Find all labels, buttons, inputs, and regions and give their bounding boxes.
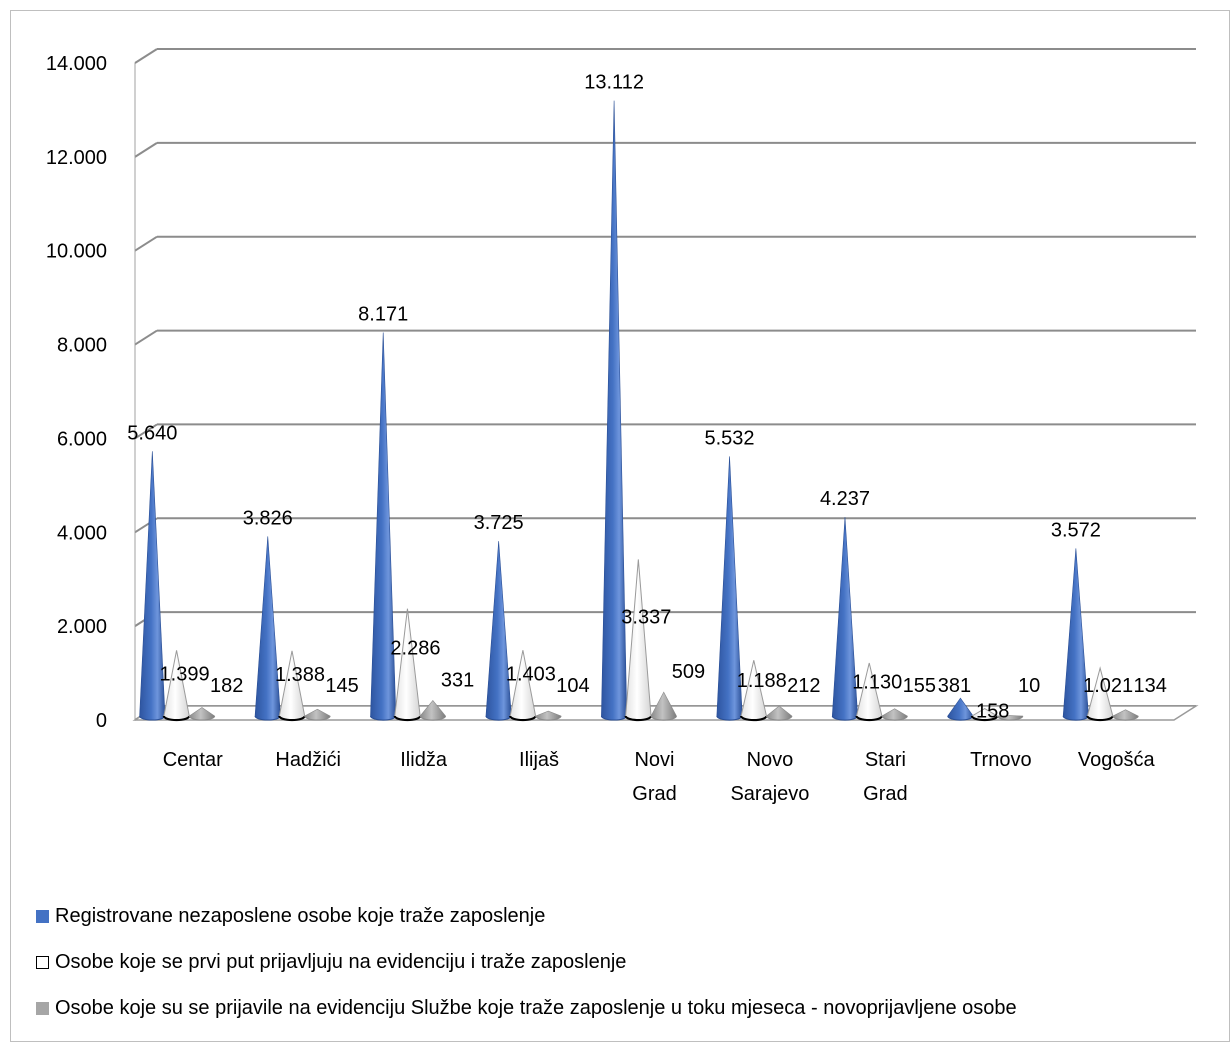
data-label: 155 — [903, 675, 936, 697]
category-label: Novi — [634, 749, 674, 771]
data-label: 331 — [441, 669, 474, 691]
data-label: 1.403 — [506, 664, 556, 686]
y-tick-label: 4.000 — [57, 522, 107, 544]
data-label: 158 — [976, 700, 1009, 722]
cone-base — [535, 715, 562, 721]
cone-base — [162, 715, 191, 722]
data-label: 1.130 — [852, 672, 902, 694]
category-label: Novo — [747, 749, 794, 771]
y-tick-label: 6.000 — [57, 428, 107, 450]
legend-swatch — [36, 956, 49, 969]
y-tick-label: 14.000 — [46, 53, 107, 75]
cone-base — [304, 715, 331, 721]
data-label: 1.188 — [737, 670, 787, 692]
category-label: Grad — [632, 783, 676, 805]
gridline-side — [134, 235, 158, 252]
legend-label: Osobe koje su se prijavile na evidenciju… — [55, 997, 1017, 1019]
cone-base — [393, 715, 422, 722]
y-tick-label: 10.000 — [46, 241, 107, 263]
cone-base — [624, 715, 653, 722]
category-label: Ilidža — [400, 749, 448, 771]
category-label: Ilijaš — [519, 749, 559, 771]
category-label: Sarajevo — [730, 783, 809, 805]
data-label: 182 — [210, 675, 243, 697]
cone-base — [509, 715, 537, 722]
cone-base — [1112, 715, 1139, 721]
cone-base — [855, 715, 884, 722]
category-label: Centar — [163, 749, 223, 771]
data-label: 145 — [325, 675, 358, 697]
gridline-side — [134, 142, 158, 158]
cone-bar — [625, 559, 652, 721]
data-label: 3.826 — [243, 507, 293, 529]
gridline-side — [134, 48, 158, 64]
cone-base — [881, 715, 908, 721]
data-label: 3.572 — [1051, 519, 1101, 541]
data-label: 3.725 — [474, 512, 524, 534]
legend-label: Osobe koje se prvi put prijavljuju na ev… — [55, 951, 627, 973]
data-label: 212 — [787, 675, 820, 697]
cone-base — [765, 715, 793, 721]
legend-swatch — [36, 910, 49, 923]
cone-base — [970, 715, 999, 722]
gridline-side — [134, 329, 158, 346]
cone-base — [996, 715, 1024, 721]
data-label: 8.171 — [358, 304, 408, 326]
y-tick-label: 8.000 — [57, 335, 107, 357]
chart-plot: 0 2.000 4.000 6.000 8.000 10.000 12.000 14.000 C… — [46, 48, 1199, 805]
cone-base — [650, 715, 677, 721]
data-label: 104 — [556, 675, 589, 697]
cone-base — [739, 715, 768, 722]
gridline-side — [134, 423, 158, 440]
cone-base — [278, 715, 306, 722]
legend-item: Osobe koje se prvi put prijavljuju na ev… — [36, 951, 626, 974]
data-label: 134 — [1134, 675, 1167, 697]
cone-bar — [370, 332, 397, 721]
legend-item: Registrovane nezaposlene osobe koje traž… — [36, 905, 545, 928]
cone-bar — [394, 608, 421, 721]
data-label: 5.532 — [705, 427, 755, 449]
category-label: Trnovo — [970, 749, 1032, 771]
data-label: 3.337 — [621, 606, 671, 628]
y-tick-label: 12.000 — [46, 147, 107, 169]
data-label: 10 — [1018, 675, 1040, 697]
legend-label: Registrovane nezaposlene osobe koje traž… — [55, 905, 546, 927]
cone-bar — [485, 541, 512, 721]
category-label: Stari — [865, 749, 906, 771]
data-label: 2.286 — [390, 637, 440, 659]
data-label: 1.399 — [160, 664, 210, 686]
y-tick-label: 2.000 — [57, 616, 107, 638]
cone-base — [419, 715, 447, 721]
legend-item: Osobe koje su se prijavile na evidenciju… — [36, 997, 1017, 1020]
legend-swatch — [36, 1002, 49, 1015]
category-label: Hadžići — [275, 749, 341, 771]
data-label: 381 — [938, 675, 971, 697]
cone-base — [1086, 715, 1114, 722]
data-label: 1.021 — [1083, 675, 1133, 697]
data-label: 13.112 — [584, 72, 644, 94]
data-label: 4.237 — [820, 488, 870, 510]
cone-base — [188, 715, 216, 721]
cone-bar — [254, 536, 281, 721]
category-label: Grad — [863, 783, 907, 805]
data-label: 509 — [672, 661, 705, 683]
category-label: Vogošća — [1078, 749, 1156, 771]
data-label: 5.640 — [127, 422, 177, 444]
y-tick-label: 0 — [96, 710, 107, 732]
data-label: 1.388 — [275, 664, 325, 686]
